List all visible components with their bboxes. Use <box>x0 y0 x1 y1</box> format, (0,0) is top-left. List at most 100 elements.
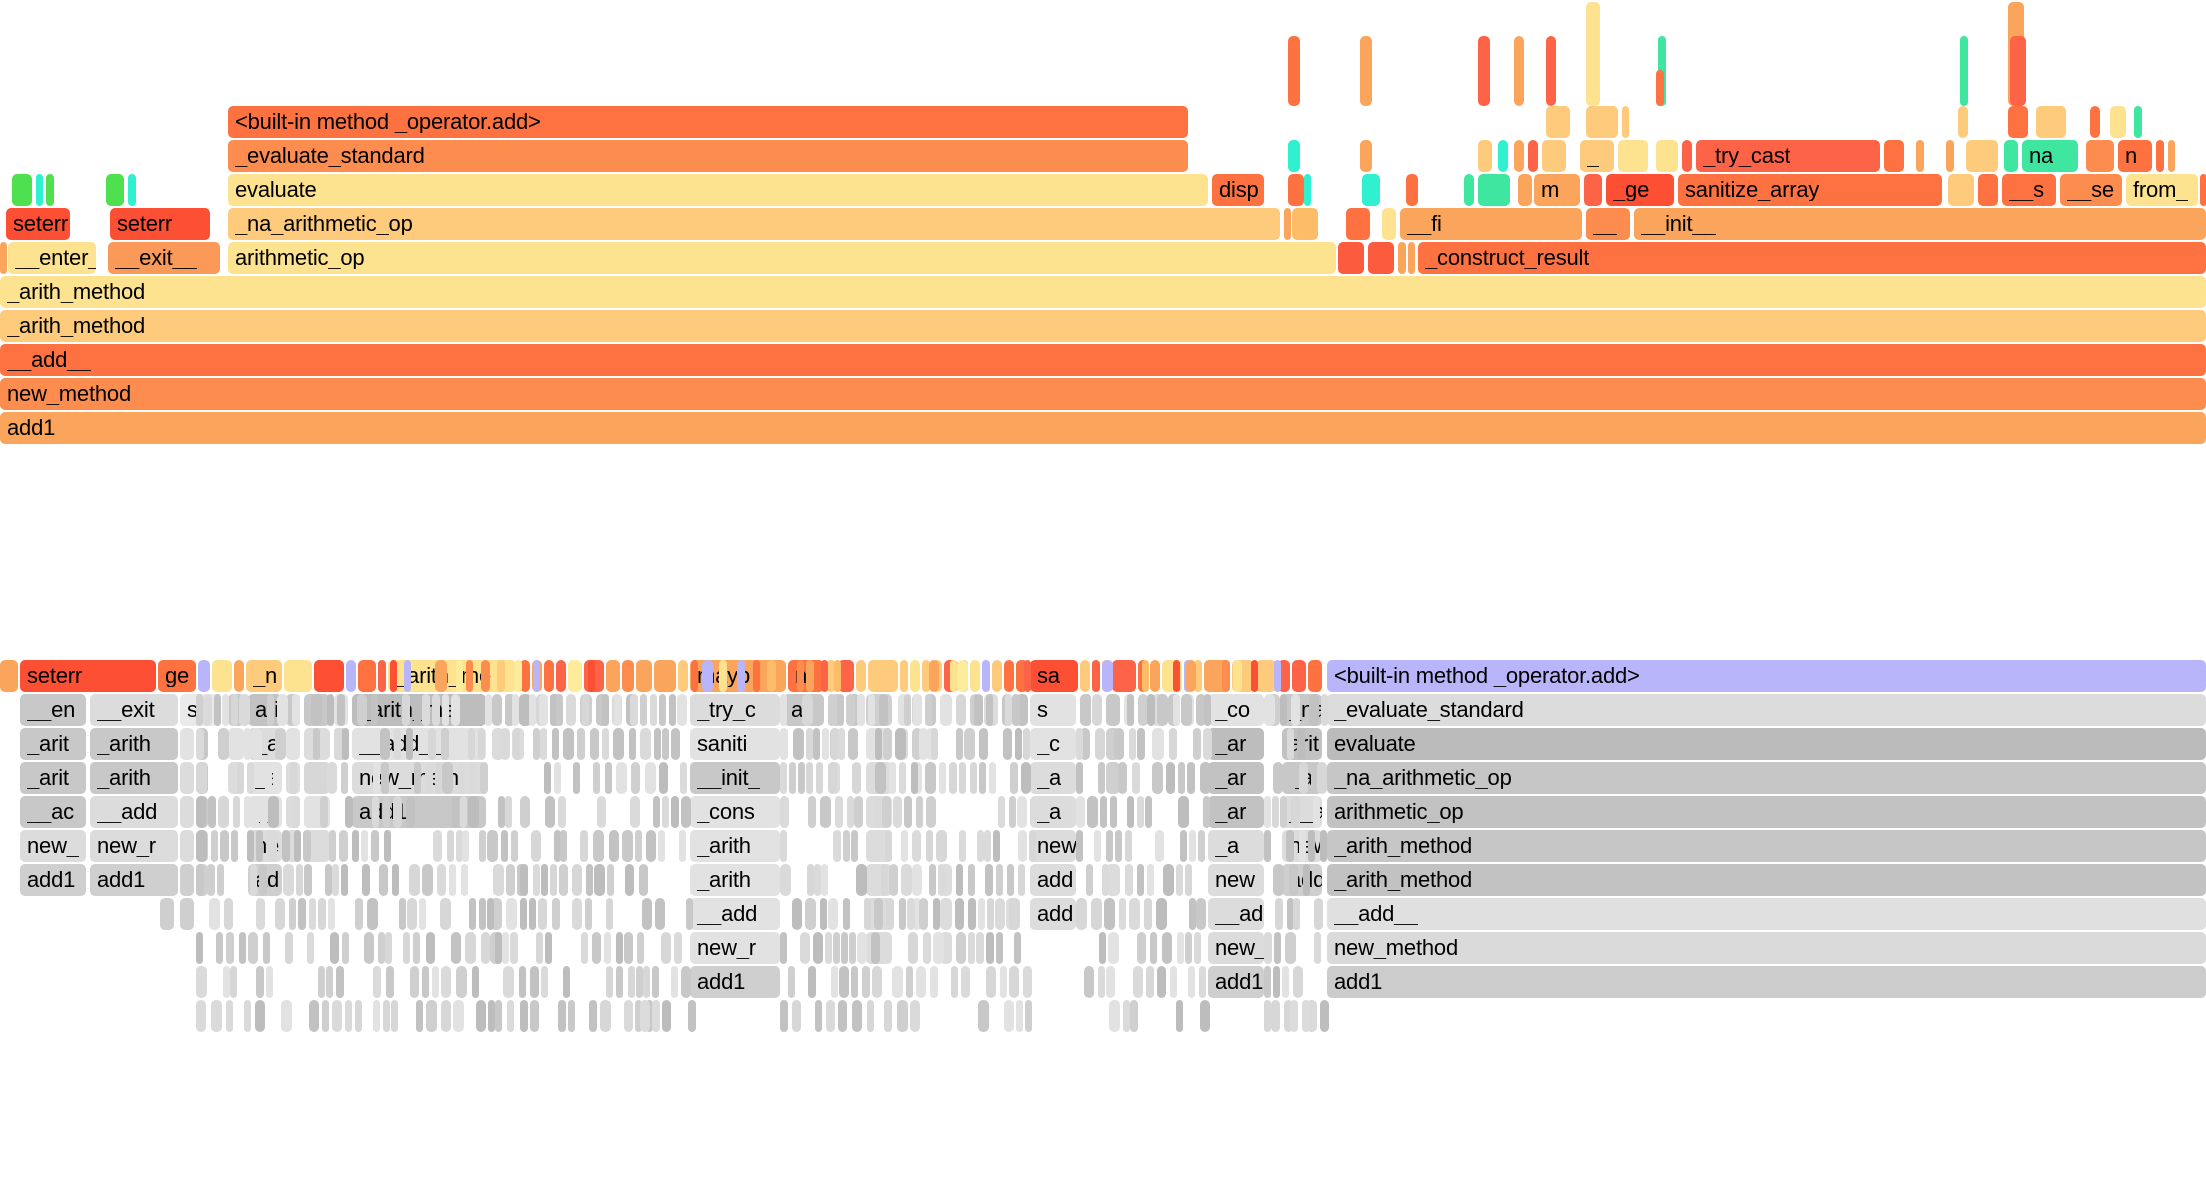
bottom-frame-sliver[interactable] <box>456 966 467 998</box>
bottom-frame-sliver[interactable] <box>292 694 300 726</box>
bottom-frame-sliver[interactable] <box>1099 932 1106 964</box>
bottom-frame-sliver[interactable] <box>849 932 856 964</box>
bottom-frame-sliver[interactable] <box>968 898 976 930</box>
bottom-frame-sliver[interactable] <box>1273 762 1283 794</box>
bottom-frame-sliver-top[interactable] <box>456 660 463 692</box>
bottom-row0-frame-24[interactable]: . <box>678 660 688 692</box>
bottom-frame-sliver[interactable] <box>831 966 838 998</box>
bottom-frame-sliver[interactable] <box>556 694 563 726</box>
bottom-frame-sliver[interactable] <box>949 762 957 794</box>
bottom-frame-sliver[interactable] <box>478 728 485 760</box>
bottom-frame-sliver[interactable] <box>296 864 303 896</box>
bottom-frame-sliver[interactable] <box>798 762 805 794</box>
bottom-frame-sliver[interactable] <box>681 796 691 828</box>
bottom-frame-sliver[interactable] <box>251 728 262 760</box>
bottom-frame-l85[interactable]: _ <box>1106 762 1120 794</box>
bottom-frame-sliver[interactable] <box>255 1000 265 1032</box>
bottom-frame-sliver[interactable] <box>230 966 237 998</box>
bottom-frame-l98[interactable]: _a <box>1030 796 1076 828</box>
top-frame-sliver-2[interactable] <box>1478 36 1490 106</box>
bottom-frame-sliver[interactable] <box>461 864 468 896</box>
bottom-frame-sliver[interactable] <box>1185 864 1192 896</box>
bottom-row0-frame-32[interactable] <box>910 660 920 692</box>
top-frame--evaluate-standard[interactable]: _evaluate_standard <box>228 140 1188 172</box>
bottom-frame-sliver[interactable] <box>1118 762 1127 794</box>
top-frame--init-[interactable]: __init__ <box>1634 208 2206 240</box>
bottom-frame-sliver[interactable] <box>580 830 588 862</box>
bottom-frame-sliver-top[interactable] <box>481 660 490 692</box>
bottom-frame-sliver[interactable] <box>643 966 650 998</box>
bottom-frame-sliver[interactable] <box>833 830 841 862</box>
bottom-frame-sliver[interactable] <box>1010 762 1018 794</box>
bottom-frame-l69[interactable]: _ar <box>1208 728 1264 760</box>
bottom-frame-sliver[interactable] <box>956 864 963 896</box>
bottom-frame-sliver[interactable] <box>428 796 439 828</box>
bottom-frame-deep-0[interactable] <box>640 1000 650 1032</box>
bottom-frame-sliver[interactable] <box>979 728 988 760</box>
bottom-frame-sliver[interactable] <box>485 694 492 726</box>
bottom-frame-sliver[interactable] <box>1194 932 1201 964</box>
top-frame-sliver[interactable] <box>1288 174 1304 206</box>
bottom-frame-sliver-top[interactable] <box>834 660 841 692</box>
bottom-frame-sliver[interactable] <box>959 762 966 794</box>
bottom-row0-frame-55[interactable] <box>1278 660 1290 692</box>
bottom-frame-sliver[interactable] <box>1203 796 1210 828</box>
bottom-frame-sliver[interactable] <box>196 1000 206 1032</box>
bottom-frame-sliver[interactable] <box>1152 762 1163 794</box>
bottom-frame-sliver[interactable] <box>1137 932 1146 964</box>
bottom-frame-sliver[interactable] <box>780 864 791 896</box>
bottom-frame-sliver[interactable] <box>1100 796 1107 828</box>
bottom-frame-sliver[interactable] <box>495 932 502 964</box>
bottom-frame-sliver[interactable] <box>512 694 519 726</box>
bottom-frame-l72[interactable]: _arith <box>90 762 178 794</box>
bottom-row0-frame-39[interactable] <box>992 660 1002 692</box>
top-frame--built-in-method-operator-ad[interactable]: <built-in method _operator.add> <box>228 106 1188 138</box>
bottom-frame-sliver[interactable] <box>391 1000 398 1032</box>
bottom-frame-l118[interactable]: _arith <box>690 864 780 896</box>
bottom-frame-sliver[interactable] <box>889 864 898 896</box>
bottom-frame-sliver[interactable] <box>989 762 996 794</box>
bottom-frame-sliver[interactable] <box>336 966 344 998</box>
bottom-frame-sliver[interactable] <box>1137 796 1144 828</box>
bottom-frame-sliver[interactable] <box>313 728 320 760</box>
bottom-frame-l27[interactable] <box>940 694 952 726</box>
bottom-frame-sliver[interactable] <box>609 830 619 862</box>
top-frame--na-arithmetic-op[interactable]: _na_arithmetic_op <box>228 208 1280 240</box>
bottom-frame-sliver[interactable] <box>326 966 333 998</box>
bottom-frame-sliver-top[interactable] <box>1233 660 1242 692</box>
bottom-frame-sliver[interactable] <box>505 694 512 726</box>
bottom-frame-sliver[interactable] <box>226 1000 233 1032</box>
bottom-frame-sliver[interactable] <box>658 830 665 862</box>
bottom-frame-sliver[interactable] <box>639 864 648 896</box>
bottom-frame-sliver[interactable] <box>341 762 348 794</box>
bottom-frame-sliver[interactable] <box>1180 830 1187 862</box>
bottom-frame-sliver[interactable] <box>1284 1000 1293 1032</box>
bottom-frame-sliver[interactable] <box>320 796 328 828</box>
bottom-frame-sliver[interactable] <box>318 898 326 930</box>
bottom-frame-sliver[interactable] <box>1004 1000 1014 1032</box>
bottom-frame-l96[interactable]: _cons <box>690 796 780 828</box>
bottom-frame-sliver[interactable] <box>1203 728 1212 760</box>
bottom-frame-sliver[interactable] <box>613 728 624 760</box>
bottom-frame-sliver[interactable] <box>661 932 671 964</box>
bottom-frame-sliver[interactable] <box>325 864 332 896</box>
bottom-frame-sliver-top[interactable] <box>821 660 828 692</box>
bottom-frame-sliver[interactable] <box>986 966 996 998</box>
bottom-frame-sliver[interactable] <box>1306 1000 1317 1032</box>
bottom-row0-frame-43[interactable] <box>1080 660 1090 692</box>
bottom-frame-l102[interactable]: new_r <box>90 830 178 862</box>
top-frame--add-[interactable]: __add__ <box>0 344 2206 376</box>
top-frame-new-method[interactable]: new_method <box>0 378 2206 410</box>
top-frame-sliver[interactable] <box>2110 106 2126 138</box>
bottom-frame-sliver[interactable] <box>260 796 267 828</box>
bottom-frame-sliver[interactable] <box>1169 728 1177 760</box>
bottom-frame-sliver[interactable] <box>635 830 642 862</box>
bottom-frame-sliver[interactable] <box>1313 796 1320 828</box>
bottom-frame-sliver[interactable] <box>926 796 936 828</box>
bottom-frame-sliver[interactable] <box>372 796 379 828</box>
bottom-frame-sliver[interactable] <box>1291 796 1300 828</box>
bottom-frame-sliver-top[interactable] <box>1173 660 1180 692</box>
bottom-row0-frame-14[interactable] <box>520 660 530 692</box>
bottom-frame-sliver-top[interactable] <box>1274 660 1281 692</box>
bottom-frame-sliver[interactable] <box>808 796 816 828</box>
